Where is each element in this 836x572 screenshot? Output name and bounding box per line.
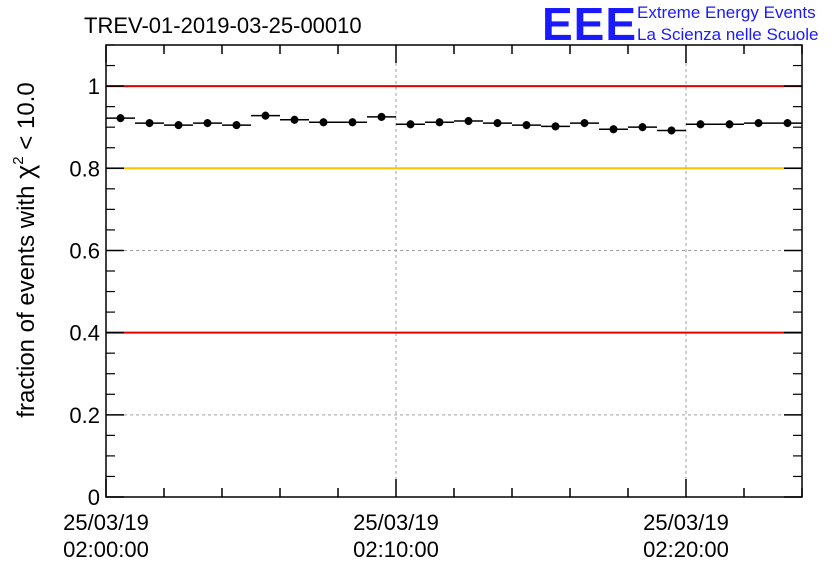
y-axis-label-suffix: < 10.0: [13, 82, 40, 156]
eee-logo: EEE Extreme Energy Events La Scienza nel…: [542, 0, 818, 50]
y-tick-labels: 0 0.2 0.4 0.6 0.8 1: [69, 74, 100, 510]
data-point: [435, 118, 444, 127]
grid: [106, 45, 802, 497]
y-tick-label: 0.2: [69, 403, 100, 428]
data-point: [522, 121, 531, 130]
y-tick-label: 0.4: [69, 321, 100, 346]
data-point: [116, 114, 125, 123]
x-tick-label-time: 02:20:00: [643, 537, 729, 562]
data-point: [174, 121, 183, 130]
data-point: [754, 119, 763, 128]
logo-mark: EEE: [542, 0, 637, 50]
y-axis-label: fraction of events with χ2 < 10.0: [10, 82, 40, 417]
x-tick-label-date: 25/03/19: [643, 510, 729, 535]
data-point: [464, 117, 473, 126]
y-axis-label-exponent: 2: [10, 156, 27, 164]
logo-line1: Extreme Energy Events: [637, 3, 816, 22]
data-point: [261, 111, 270, 120]
data-point: [638, 123, 647, 132]
data-point: [290, 115, 299, 124]
plot-frame: [105, 44, 803, 498]
x-tick-labels: 25/03/1902:00:0025/03/1902:10:0025/03/19…: [63, 510, 729, 562]
data-point: [145, 119, 154, 128]
data-point: [203, 119, 212, 128]
x-tick-label-date: 25/03/19: [353, 510, 439, 535]
data-point: [232, 121, 241, 130]
data-point: [580, 119, 589, 128]
y-tick-label: 0.8: [69, 156, 100, 181]
y-axis-label-prefix: fraction of events with: [13, 179, 40, 418]
data-series: [106, 111, 802, 135]
data-point: [696, 120, 705, 129]
reference-lines: [106, 85, 802, 334]
x-tick-label-time: 02:00:00: [63, 537, 149, 562]
x-tick-label-date: 25/03/19: [63, 510, 149, 535]
data-point: [725, 120, 734, 129]
axis-ticks: [105, 44, 803, 498]
logo-line2: La Scienza nelle Scuole: [637, 25, 818, 44]
y-tick-label: 0.6: [69, 238, 100, 263]
data-point: [406, 120, 415, 129]
x-tick-label-time: 02:10:00: [353, 537, 439, 562]
chart-title: TREV-01-2019-03-25-00010: [84, 13, 362, 38]
data-point: [493, 119, 502, 128]
y-axis-label-symbol: χ: [10, 165, 40, 179]
data-point: [377, 112, 386, 121]
data-point: [667, 126, 676, 135]
data-point: [783, 119, 792, 128]
data-point: [319, 118, 328, 127]
data-point: [551, 122, 560, 131]
y-tick-label: 0: [88, 485, 100, 510]
data-point: [609, 125, 618, 134]
y-tick-label: 1: [88, 74, 100, 99]
data-point: [348, 118, 357, 127]
